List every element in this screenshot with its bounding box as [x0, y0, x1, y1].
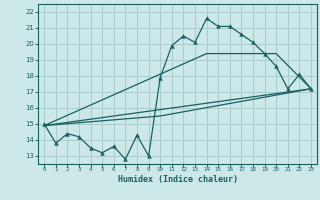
X-axis label: Humidex (Indice chaleur): Humidex (Indice chaleur)	[118, 175, 238, 184]
